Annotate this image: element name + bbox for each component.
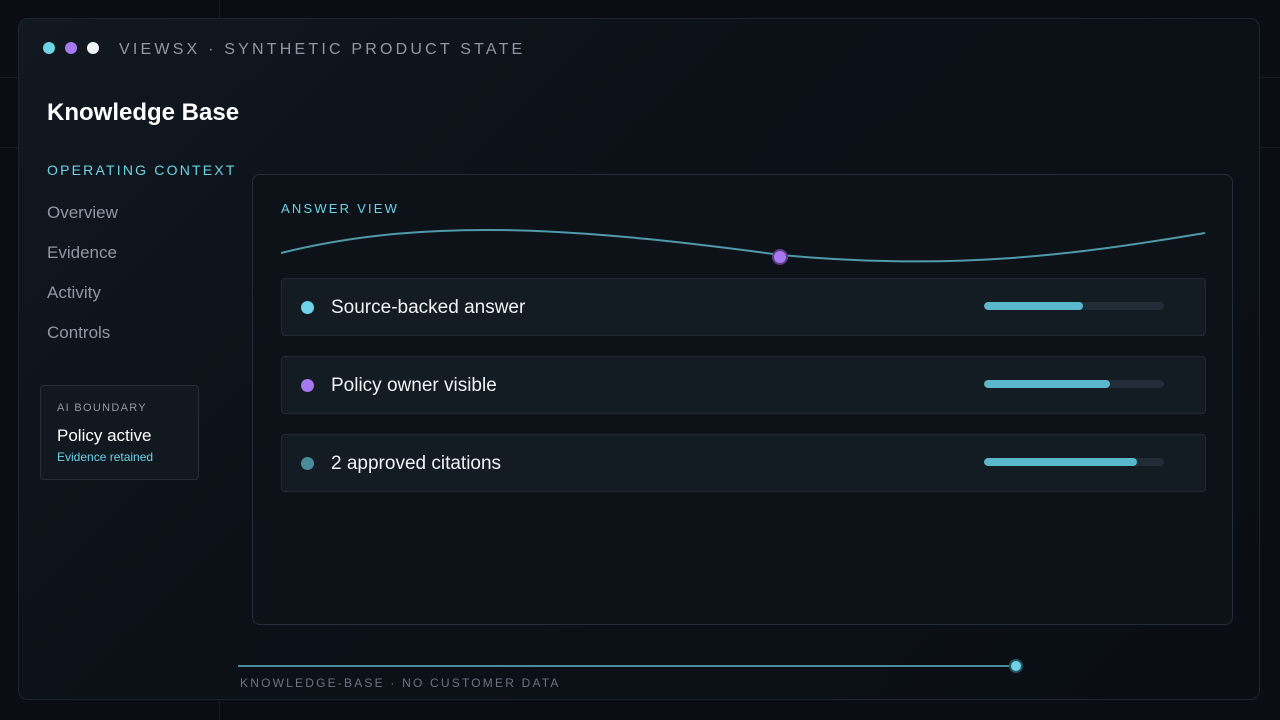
window-title: VIEWSX · SYNTHETIC PRODUCT STATE bbox=[119, 41, 526, 58]
answer-row-label: Source-backed answer bbox=[331, 297, 526, 318]
answer-row-policy-owner[interactable]: Policy owner visible bbox=[281, 356, 1206, 414]
window-dot-white[interactable] bbox=[87, 42, 99, 54]
answer-row-citations[interactable]: 2 approved citations bbox=[281, 434, 1206, 492]
status-dot bbox=[301, 379, 314, 392]
sidebar-section-label: OPERATING CONTEXT bbox=[47, 162, 237, 178]
ai-boundary-card: AI BOUNDARY Policy active Evidence retai… bbox=[40, 385, 199, 480]
sidebar-item-overview[interactable]: Overview bbox=[47, 203, 118, 222]
ai-boundary-subtext: Evidence retained bbox=[57, 450, 154, 464]
confidence-bar-fill bbox=[984, 458, 1137, 466]
answer-row-source-backed[interactable]: Source-backed answer bbox=[281, 278, 1206, 336]
window-dot-purple[interactable] bbox=[65, 42, 77, 54]
sidebar-item-controls[interactable]: Controls bbox=[47, 323, 111, 342]
activity-wave-line bbox=[280, 228, 1206, 263]
status-dot bbox=[301, 457, 314, 470]
ai-boundary-status: Policy active bbox=[57, 426, 152, 445]
confidence-bar-fill bbox=[984, 302, 1083, 310]
answer-view-panel: ANSWER VIEW Source-backed answer Policy … bbox=[252, 174, 1233, 625]
footer-progress-track bbox=[238, 665, 1016, 667]
confidence-bar bbox=[984, 458, 1164, 466]
app-window: VIEWSX · SYNTHETIC PRODUCT STATE Knowled… bbox=[18, 18, 1260, 700]
confidence-bar bbox=[984, 380, 1164, 388]
sidebar-item-evidence[interactable]: Evidence bbox=[47, 243, 117, 262]
page-title: Knowledge Base bbox=[47, 99, 240, 126]
footer-label: KNOWLEDGE-BASE · NO CUSTOMER DATA bbox=[240, 676, 561, 690]
sidebar-item-activity[interactable]: Activity bbox=[47, 283, 101, 302]
activity-wave bbox=[280, 228, 1206, 265]
footer-progress-knob[interactable] bbox=[1011, 661, 1021, 671]
sidebar-nav: Overview Evidence Activity Controls bbox=[47, 202, 118, 344]
answer-row-label: 2 approved citations bbox=[331, 453, 502, 474]
status-dot bbox=[301, 301, 314, 314]
window-controls bbox=[43, 42, 99, 54]
confidence-bar-fill bbox=[984, 380, 1110, 388]
answer-row-label: Policy owner visible bbox=[331, 375, 497, 396]
confidence-bar bbox=[984, 302, 1164, 310]
ai-boundary-label: AI BOUNDARY bbox=[57, 402, 147, 414]
window-dot-cyan[interactable] bbox=[43, 42, 55, 54]
answer-view-label: ANSWER VIEW bbox=[281, 201, 400, 216]
activity-wave-marker[interactable] bbox=[772, 249, 788, 265]
